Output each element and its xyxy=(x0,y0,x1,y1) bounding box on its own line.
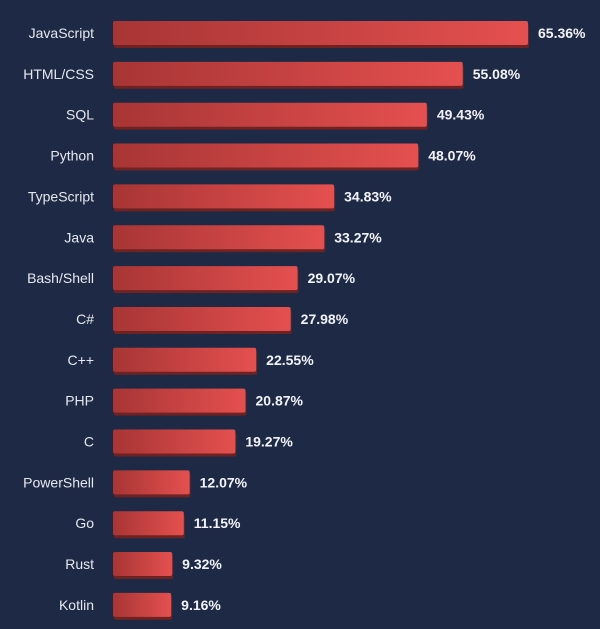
value-label: 55.08% xyxy=(473,66,521,82)
category-label: C# xyxy=(76,311,94,327)
value-label: 48.07% xyxy=(428,148,476,164)
category-label: C++ xyxy=(68,352,94,368)
bar xyxy=(113,184,335,209)
bar xyxy=(113,470,190,495)
category-label: Rust xyxy=(65,556,94,572)
value-label: 27.98% xyxy=(301,311,349,327)
category-label: HTML/CSS xyxy=(23,66,94,82)
value-label: 29.07% xyxy=(308,270,356,286)
bar xyxy=(113,102,427,127)
value-label: 34.83% xyxy=(344,188,392,204)
bar xyxy=(113,143,419,168)
value-label: 9.32% xyxy=(182,556,222,572)
value-label: 20.87% xyxy=(256,393,304,409)
category-label: SQL xyxy=(66,107,94,123)
bar xyxy=(113,592,172,617)
bar xyxy=(113,511,184,536)
category-label: C xyxy=(84,434,94,450)
bar xyxy=(113,306,291,331)
category-label: Go xyxy=(75,515,94,531)
category-label: PowerShell xyxy=(23,474,94,490)
value-label: 12.07% xyxy=(200,474,248,490)
category-label: TypeScript xyxy=(28,188,94,204)
value-label: 19.27% xyxy=(245,434,293,450)
bar xyxy=(113,429,236,454)
bar xyxy=(113,388,246,413)
bar xyxy=(113,61,463,86)
category-label: PHP xyxy=(65,393,94,409)
value-label: 22.55% xyxy=(266,352,314,368)
category-label: Kotlin xyxy=(59,597,94,613)
value-label: 65.36% xyxy=(538,25,586,41)
bar xyxy=(113,225,325,250)
value-label: 9.16% xyxy=(181,597,221,613)
bar xyxy=(113,266,298,291)
value-label: 49.43% xyxy=(437,107,485,123)
bar xyxy=(113,21,528,45)
category-label: JavaScript xyxy=(29,25,94,41)
value-label: 11.15% xyxy=(194,515,241,531)
category-label: Java xyxy=(64,229,94,245)
bar xyxy=(113,347,257,372)
category-label: Python xyxy=(50,148,94,164)
bars-layer: JavaScript 65.36% HTML/CSS 55.08% SQL 49.43% P… xyxy=(23,21,586,620)
value-label: 33.27% xyxy=(334,229,382,245)
bar xyxy=(113,552,173,577)
category-label: Bash/Shell xyxy=(27,270,94,286)
